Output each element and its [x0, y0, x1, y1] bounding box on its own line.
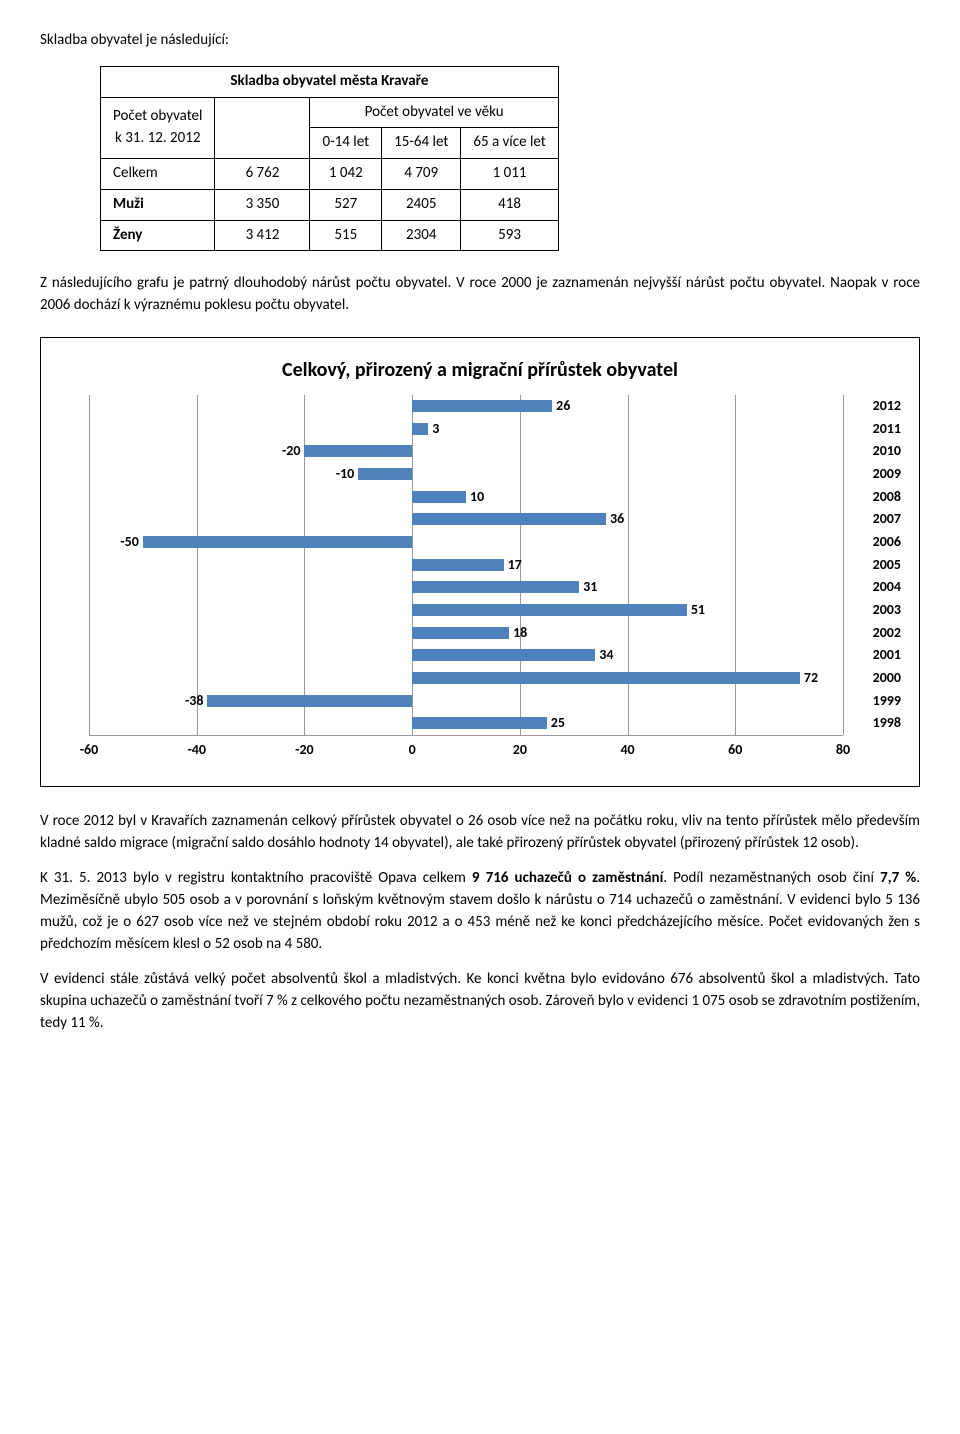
col-h-1: 15-64 let	[382, 128, 461, 159]
x-tick-label: 60	[728, 740, 742, 760]
bar-value-label: 51	[691, 600, 705, 620]
chart-bar	[412, 423, 428, 435]
year-label: 2009	[873, 464, 901, 484]
bar-value-label: 17	[508, 555, 522, 575]
bar-value-label: -20	[282, 441, 300, 461]
cell: 1 011	[461, 159, 558, 190]
cell: 527	[310, 189, 382, 220]
chart-bar	[304, 445, 412, 457]
x-tick-label: 0	[409, 740, 416, 760]
year-label: 2005	[873, 555, 901, 575]
para-1: Z následujícího grafu je patrný dlouhodo…	[40, 273, 920, 317]
col-left-l1: Počet obyvatel	[113, 107, 202, 125]
col-h-2: 65 a více let	[461, 128, 558, 159]
grid-line	[843, 395, 844, 735]
cell: 6 762	[215, 159, 310, 190]
cell: 1 042	[310, 159, 382, 190]
bar-value-label: 72	[804, 668, 818, 688]
year-label: 2010	[873, 441, 901, 461]
row-label: Ženy	[101, 220, 215, 251]
chart-bar	[412, 513, 606, 525]
cell: 515	[310, 220, 382, 251]
col-h-0: 0-14 let	[310, 128, 382, 159]
year-label: 2007	[873, 509, 901, 529]
year-label: 1999	[873, 691, 901, 711]
bar-value-label: 26	[556, 396, 570, 416]
cell: 3 412	[215, 220, 310, 251]
x-tick-label: 80	[836, 740, 850, 760]
para-4: V evidenci stále zůstává velký počet abs…	[40, 969, 920, 1034]
chart-bar	[412, 672, 800, 684]
x-tick-label: -20	[295, 740, 313, 760]
cell: 2304	[382, 220, 461, 251]
chart-title: Celkový, přirozený a migrační přírůstek …	[53, 356, 907, 385]
col-left-l2: k 31. 12. 2012	[115, 129, 200, 147]
population-table-wrap: Skladba obyvatel města Kravaře Počet oby…	[100, 66, 920, 252]
bar-value-label: -50	[120, 532, 138, 552]
col-left-header: Počet obyvatel k 31. 12. 2012	[101, 97, 215, 159]
bar-value-label: -10	[336, 464, 354, 484]
grid-line	[89, 395, 90, 735]
chart-bar	[412, 717, 547, 729]
row-label: Muži	[101, 189, 215, 220]
bar-value-label: 31	[583, 577, 597, 597]
bold-span: 7,7 %	[880, 869, 916, 887]
text-span: . Podíl nezaměstnaných osob činí	[663, 869, 880, 887]
x-tick-label: 20	[513, 740, 527, 760]
year-label: 2004	[873, 577, 901, 597]
row-label: Celkem	[101, 159, 215, 190]
chart-bar	[358, 468, 412, 480]
bar-value-label: 34	[599, 645, 613, 665]
chart-bar	[412, 604, 687, 616]
x-tick-label: 40	[620, 740, 634, 760]
year-label: 1998	[873, 713, 901, 733]
chart-bar	[412, 581, 579, 593]
year-label: 2000	[873, 668, 901, 688]
year-label: 2006	[873, 532, 901, 552]
population-table: Skladba obyvatel města Kravaře Počet oby…	[100, 66, 559, 252]
bar-value-label: 36	[610, 509, 624, 529]
cell: 418	[461, 189, 558, 220]
chart-bar	[412, 491, 466, 503]
x-tick-label: -40	[187, 740, 205, 760]
table-title: Skladba obyvatel města Kravaře	[101, 66, 559, 97]
chart-bar	[412, 649, 595, 661]
col-group-header: Počet obyvatel ve věku	[310, 97, 558, 128]
bar-value-label: 10	[470, 487, 484, 507]
para-3: K 31. 5. 2013 bylo v registru kontaktníh…	[40, 868, 920, 955]
cell: 2405	[382, 189, 461, 220]
cell: 593	[461, 220, 558, 251]
cell: 3 350	[215, 189, 310, 220]
year-label: 2003	[873, 600, 901, 620]
year-label: 2002	[873, 623, 901, 643]
year-label: 2001	[873, 645, 901, 665]
bar-value-label: 25	[551, 713, 565, 733]
year-label: 2011	[873, 419, 901, 439]
chart-plot-area: -60-40-2002040608026201232011-202010-102…	[89, 395, 843, 736]
para-2: V roce 2012 byl v Kravařích zaznamenán c…	[40, 811, 920, 855]
bar-value-label: 3	[432, 419, 439, 439]
year-label: 2008	[873, 487, 901, 507]
bar-value-label: -38	[185, 691, 203, 711]
chart-bar	[412, 559, 504, 571]
year-label: 2012	[873, 396, 901, 416]
text-span: K 31. 5. 2013 bylo v registru kontaktníh…	[40, 869, 472, 887]
chart-bar	[207, 695, 412, 707]
intro-text: Skladba obyvatel je následující:	[40, 30, 920, 52]
chart-bar	[412, 400, 552, 412]
bold-span: 9 716 uchazečů o zaměstnání	[472, 869, 663, 887]
cell: 4 709	[382, 159, 461, 190]
chart-bar	[143, 536, 412, 548]
x-tick-label: -60	[80, 740, 98, 760]
growth-chart: Celkový, přirozený a migrační přírůstek …	[40, 337, 920, 787]
grid-line	[197, 395, 198, 735]
col-left-spacer	[215, 97, 310, 159]
bar-value-label: 18	[513, 623, 527, 643]
chart-bar	[412, 627, 509, 639]
